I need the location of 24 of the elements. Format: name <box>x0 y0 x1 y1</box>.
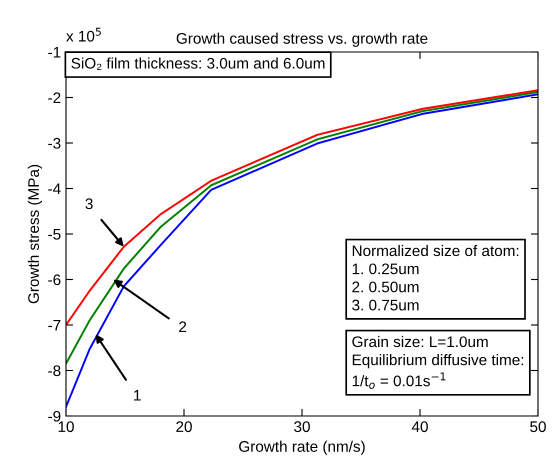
annotation: Normalized size of atom: 1. 0.25um 2. 0.50um 3. 0.75um <box>352 244 518 310</box>
y-tick-label: -4 <box>48 184 61 194</box>
x-tick-label: 50 <box>530 421 546 432</box>
annotation: 3 <box>85 198 93 210</box>
x-tick-label: 30 <box>294 421 310 432</box>
text: x 10$^{5}$ <box>66 28 101 42</box>
annotation: 1 <box>134 390 141 401</box>
y-tick-label: -3 <box>48 138 60 149</box>
y-tick-label: -5 <box>48 229 60 240</box>
annotation: Grain size: L=1.0um Equilibrium diffusive time: 1/t$_{o}$ = 0.01s$^{−1}$ <box>352 336 524 389</box>
y-tick-label: -2 <box>48 92 60 104</box>
x-axis-title: Growth rate (nm/s) <box>239 440 365 455</box>
y-tick-label: -1 <box>48 47 60 58</box>
x-tick-label: 40 <box>412 421 428 432</box>
x-tick-label: 20 <box>176 421 192 432</box>
x-tick-label: 10 <box>58 421 74 432</box>
y-tick-label: -6 <box>48 274 60 286</box>
annotation: SiO₂ film thickness: 3.0um and 6.0um <box>71 57 324 70</box>
annotation: 2 <box>179 321 186 332</box>
y-tick-label: -9 <box>48 410 60 422</box>
y-tick-label: -7 <box>48 320 60 331</box>
y-axis-title: Growth stress (MPa) <box>28 164 42 304</box>
chart-title: Growth caused stress vs. growth rate <box>176 32 428 47</box>
y-tick-label: -8 <box>48 365 60 376</box>
